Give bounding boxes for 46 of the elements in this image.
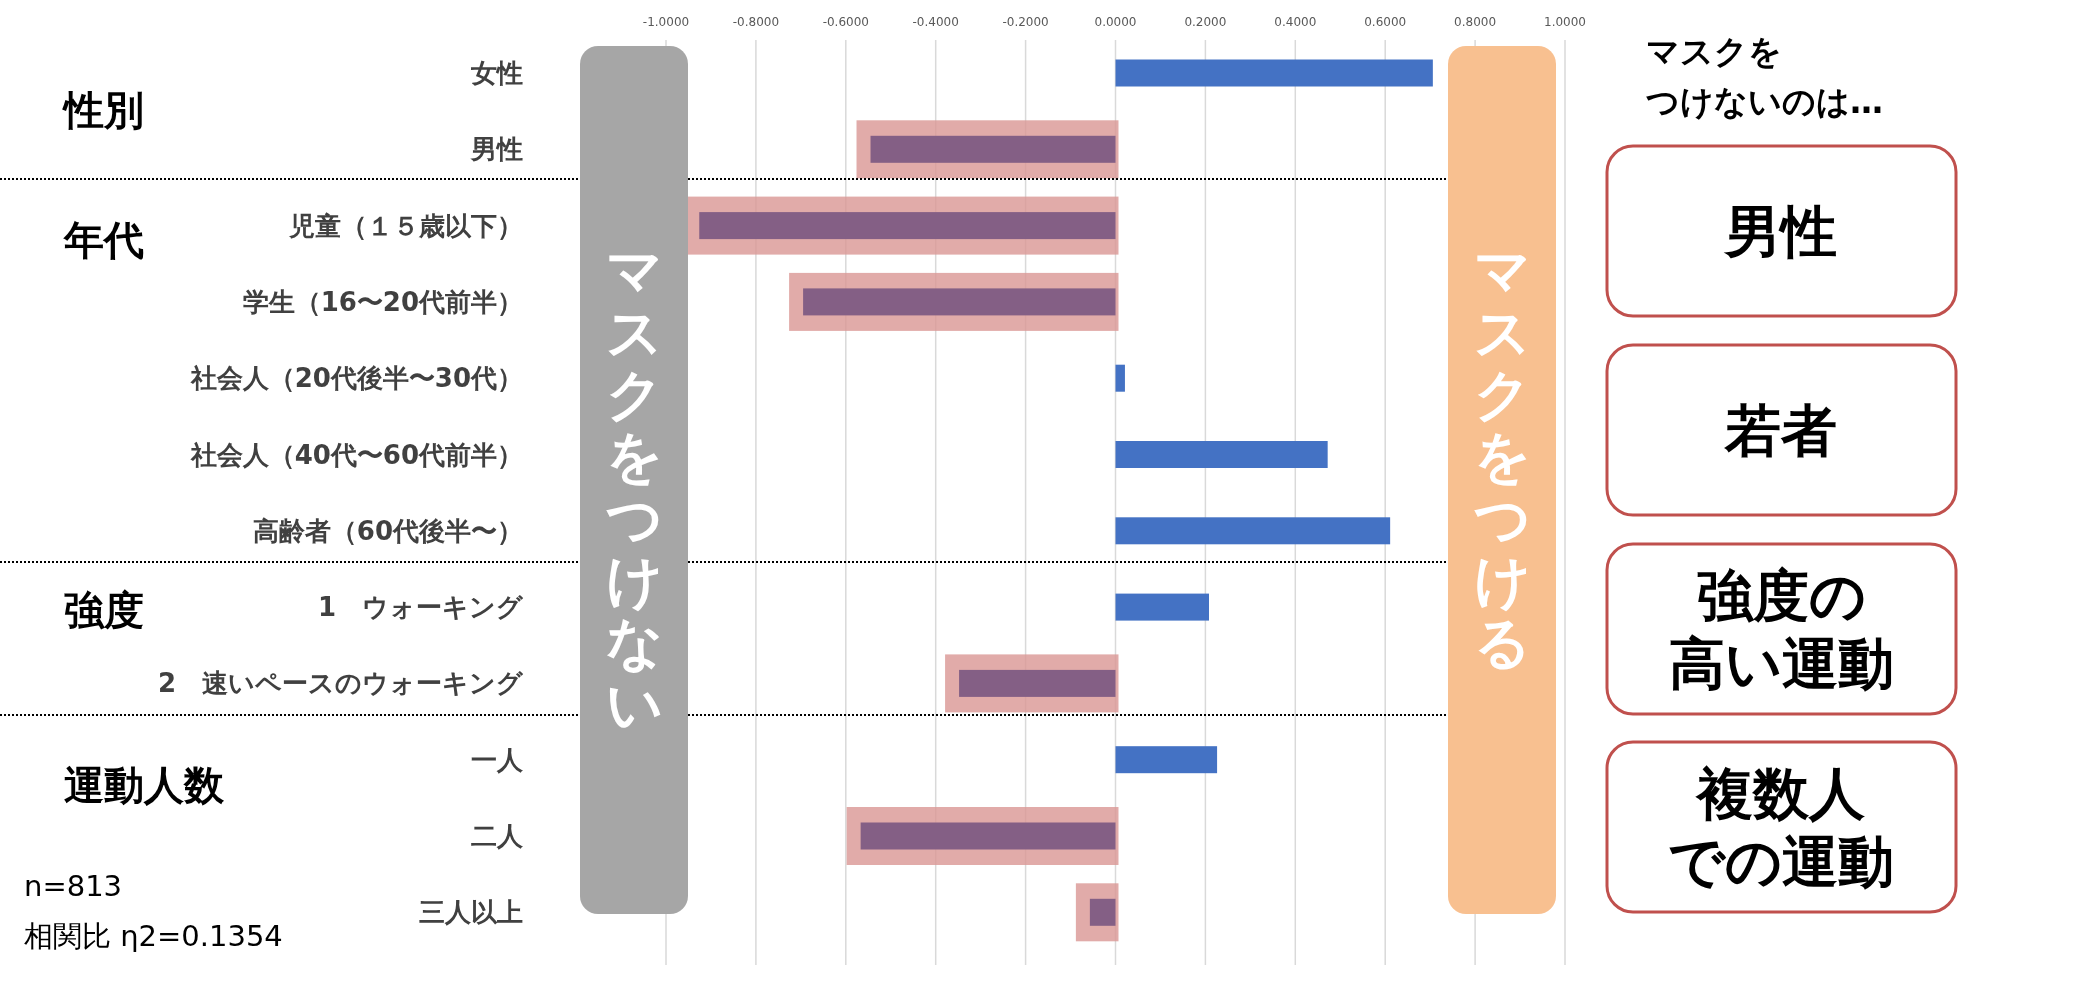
- x-tick-label: -0.4000: [912, 15, 959, 29]
- text: 年代: [63, 216, 144, 263]
- text: 性別: [62, 87, 144, 134]
- bar: [1115, 441, 1328, 468]
- y-tick-label: 三人以上: [419, 897, 523, 928]
- text: 運動人数: [64, 762, 225, 809]
- y-tick-label: 社会人（40代〜60代前半）: [189, 439, 523, 470]
- x-tick-label: 0.2000: [1184, 15, 1227, 29]
- bar: [1115, 364, 1125, 392]
- text: マスクを: [1646, 32, 1782, 71]
- text: 複数人: [1695, 761, 1865, 826]
- bar: [1115, 59, 1433, 87]
- bar: [1089, 898, 1116, 926]
- y-tick-label: 1 ウォーキング: [317, 592, 524, 623]
- x-tick-label: -0.8000: [732, 15, 780, 29]
- y-tick-label: 男性: [470, 134, 523, 165]
- x-tick-label: -0.2000: [1002, 15, 1049, 29]
- bar: [1115, 517, 1391, 545]
- y-tick-label: 児童（１５歳以下）: [288, 210, 523, 241]
- text: 若者: [1724, 398, 1837, 463]
- text: n=813: [24, 869, 123, 903]
- text: 男性: [1723, 199, 1837, 264]
- x-tick-label: 0.8000: [1454, 15, 1497, 29]
- text: マスクをつけない: [605, 238, 663, 737]
- annotation: マスクをつける: [1473, 238, 1531, 675]
- y-tick-label: 社会人（20代後半〜30代）: [189, 363, 523, 394]
- y-tick-label: 二人: [471, 821, 524, 851]
- y-tick-label: 学生（16〜20代前半）: [242, 286, 523, 317]
- y-tick-label: 女性: [470, 58, 523, 88]
- text: 強度の: [1696, 563, 1866, 628]
- x-tick-label: -0.6000: [822, 15, 869, 29]
- text: での運動: [1668, 829, 1894, 894]
- text: 相関比 η2=0.1354: [24, 919, 283, 953]
- x-tick-label: 0.0000: [1094, 15, 1137, 29]
- x-tick-label: -1.0000: [642, 15, 690, 29]
- x-tick-label: 1.0000: [1544, 15, 1586, 29]
- bar: [1115, 593, 1209, 621]
- y-tick-label: 高齢者（60代後半〜）: [252, 515, 523, 546]
- y-tick-label: 2 速いペースのウォーキング: [157, 668, 524, 699]
- x-tick-label: 0.6000: [1364, 15, 1407, 29]
- text: 高い運動: [1668, 631, 1894, 696]
- y-tick-label: 一人: [471, 744, 524, 775]
- text: つけないのは…: [1646, 82, 1883, 121]
- x-tick-label: 0.4000: [1274, 15, 1317, 29]
- bar: [1115, 746, 1218, 774]
- text: 強度: [64, 586, 144, 633]
